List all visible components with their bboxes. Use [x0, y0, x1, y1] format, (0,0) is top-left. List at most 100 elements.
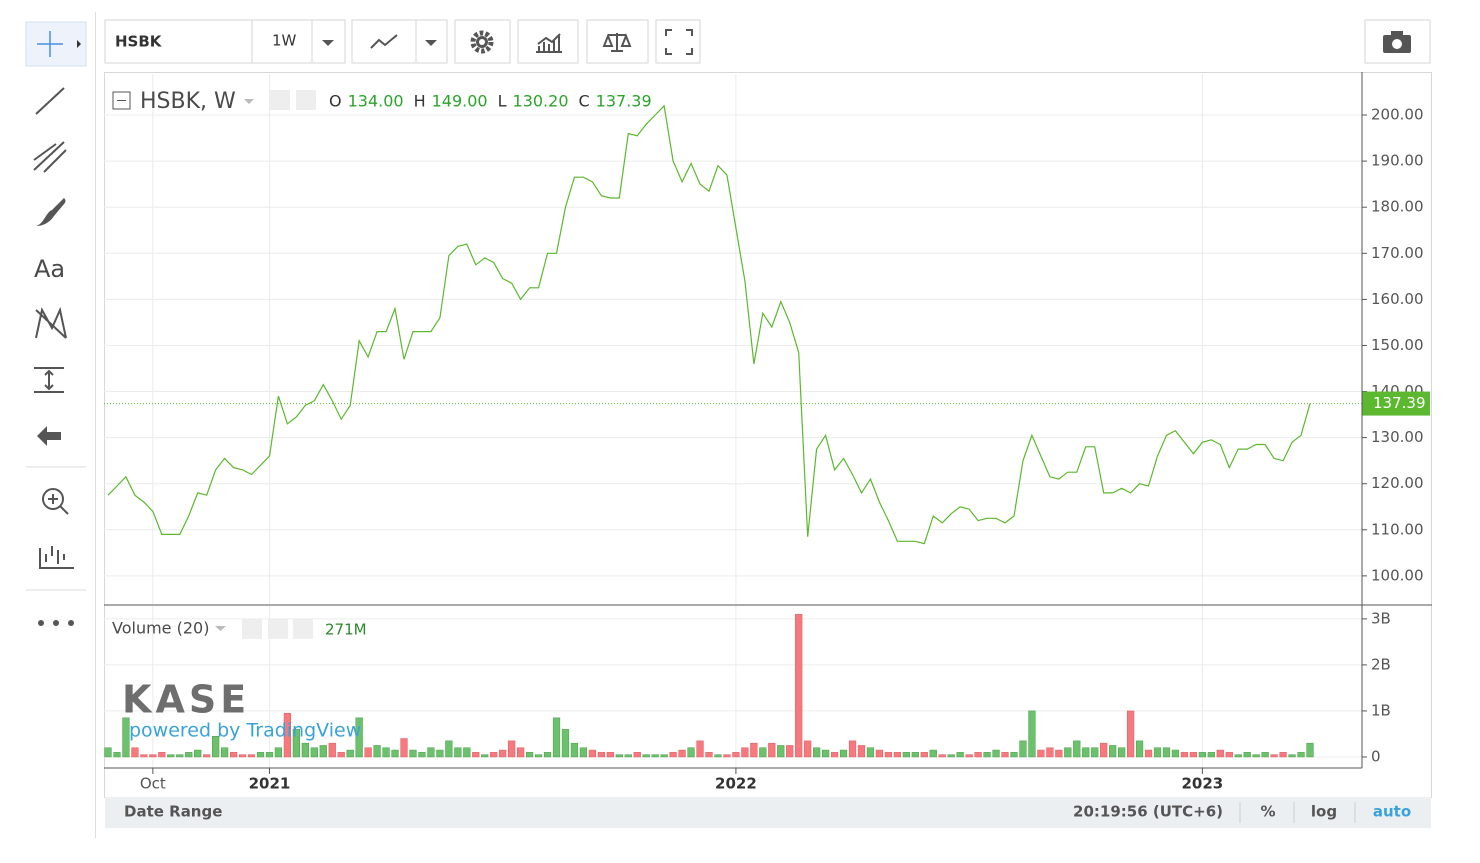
volume-bar: [274, 747, 283, 758]
ohlc-label: C: [579, 92, 590, 111]
volume-bar: [472, 752, 480, 758]
volume-bar: [696, 740, 704, 758]
volume-bar: [777, 745, 785, 758]
volume-bar: [301, 742, 309, 758]
volume-bar: [203, 754, 211, 758]
volume-bar: [821, 749, 830, 758]
volume-bar: [346, 749, 354, 758]
volume-bar: [1180, 752, 1189, 758]
volume-bar: [813, 747, 821, 758]
volume-bar: [158, 752, 166, 758]
x-tick-label: 2023: [1181, 775, 1223, 793]
volume-bar: [1046, 747, 1054, 758]
zoom-tool[interactable]: [42, 488, 69, 515]
crosshair-icon: [37, 31, 63, 57]
volume-bar: [382, 747, 390, 758]
more-tools[interactable]: [38, 620, 74, 626]
series-title: HSBK, W: [140, 89, 236, 114]
indicators-button[interactable]: [517, 19, 579, 64]
clock: 20:19:56 (UTC+6): [1073, 803, 1223, 821]
measure-tool[interactable]: [34, 367, 64, 393]
volume-bar: [337, 752, 345, 758]
volume-bar: [857, 745, 866, 758]
visibility-button[interactable]: [270, 90, 290, 110]
ohlc-value: 149.00: [432, 92, 488, 111]
volume-bar: [1082, 747, 1090, 758]
volume-bar: [1234, 754, 1242, 758]
percent-toggle[interactable]: %: [1260, 803, 1275, 821]
ruler-tool[interactable]: [39, 546, 74, 569]
date-range[interactable]: Date Range: [124, 803, 222, 821]
volume-bar: [1028, 710, 1036, 758]
ohlc-legend: O 134.00 H 149.00 L 130.20 C 137.39: [329, 92, 652, 111]
volume-remove-button[interactable]: [293, 619, 313, 639]
dropdown-arrow: [425, 40, 437, 46]
ohlc-value: 137.39: [596, 92, 652, 111]
ohlc-label: O: [329, 92, 342, 111]
volume-bar: [1064, 747, 1072, 758]
y-tick-label: 2B: [1371, 655, 1391, 673]
volume-bar: [418, 752, 426, 758]
series-menu-arrow[interactable]: [244, 99, 254, 104]
volume-bar: [1135, 740, 1144, 758]
volume-bar: [741, 747, 749, 758]
volume-bar: [911, 752, 919, 758]
auto-toggle[interactable]: auto: [1373, 803, 1411, 821]
fib-tool[interactable]: [33, 141, 67, 173]
volume-bar: [1306, 742, 1314, 758]
volume-bar: [830, 752, 839, 758]
volume-settings-button[interactable]: [268, 619, 288, 639]
interval-button[interactable]: [251, 19, 313, 64]
volume-bar: [104, 747, 112, 758]
volume-bar: [1225, 752, 1233, 758]
x-tick-label: Oct: [140, 775, 166, 793]
volume-bar: [508, 740, 516, 758]
trend-line-tool[interactable]: [35, 87, 65, 115]
chart-style-button[interactable]: [351, 19, 417, 64]
volume-bar: [122, 717, 130, 758]
volume-bar: [1073, 740, 1081, 758]
volume-bar: [723, 754, 731, 758]
volume-bar: [364, 747, 372, 758]
volume-bar: [669, 752, 677, 758]
volume-bar: [875, 749, 884, 758]
volume-bar: [256, 752, 265, 758]
back-tool[interactable]: [37, 426, 61, 446]
plot-area: Oct 2021 2022 2023 100.00 110.00 120.00 130.00 1…: [104, 74, 1430, 793]
brush-tool[interactable]: [36, 198, 66, 226]
volume-bar: [866, 747, 875, 758]
volume-bar: [525, 752, 534, 758]
volume-bar: [660, 754, 668, 758]
volume-menu-arrow[interactable]: [215, 626, 226, 631]
volume-bar: [534, 754, 543, 758]
log-toggle[interactable]: log: [1311, 803, 1337, 821]
volume-bar: [705, 752, 713, 758]
volume-bar: [956, 752, 964, 758]
footer-bar: [105, 797, 1431, 828]
ohlc-label: H: [414, 92, 426, 111]
volume-bar: [893, 752, 901, 758]
last-price-label: 137.39: [1373, 394, 1426, 412]
volume-bar: [992, 749, 1000, 758]
fullscreen-button[interactable]: [655, 19, 701, 64]
volume-bar: [247, 754, 256, 758]
y-tick-label: 180.00: [1371, 198, 1424, 216]
volume-bar: [427, 747, 435, 758]
volume-visibility-button[interactable]: [242, 619, 262, 639]
volume-bar: [1010, 752, 1018, 758]
text-tool[interactable]: Aa: [34, 255, 65, 283]
volume-bar: [445, 740, 453, 758]
series-settings-button[interactable]: [296, 90, 316, 110]
volume-bar: [499, 749, 507, 758]
pattern-tool[interactable]: [35, 306, 67, 339]
price-line: [107, 104, 1311, 545]
symbol-input[interactable]: [104, 19, 253, 64]
volume-bar: [615, 754, 623, 758]
volume-value: 271M: [325, 621, 367, 639]
volume-bar: [588, 749, 597, 758]
volume-bar: [1243, 752, 1251, 758]
volume-bar: [436, 749, 444, 758]
volume-bar: [481, 754, 489, 758]
volume-bar: [947, 754, 955, 758]
volume-bar: [678, 749, 686, 758]
